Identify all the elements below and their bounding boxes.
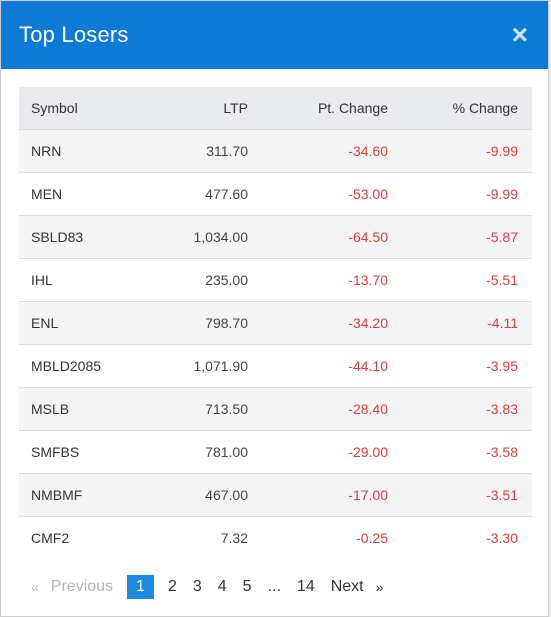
page-link-1[interactable]: 1 bbox=[127, 574, 154, 599]
cell-ltp: 467.00 bbox=[205, 486, 248, 503]
table-row[interactable]: NMBMF 467.00 -17.00 -3.51 bbox=[19, 473, 532, 516]
cell-symbol: MEN bbox=[31, 185, 63, 202]
cell-ltp: 235.00 bbox=[205, 271, 248, 288]
cell-ltp: 781.00 bbox=[205, 443, 248, 460]
cell-symbol: ENL bbox=[31, 314, 59, 331]
header-symbol: Symbol bbox=[31, 99, 78, 116]
cell-pct-change: -5.87 bbox=[486, 228, 518, 245]
cell-pct-change: -9.99 bbox=[486, 185, 518, 202]
header-pt-change: Pt. Change bbox=[317, 99, 388, 116]
cell-ltp: 1,034.00 bbox=[193, 228, 249, 245]
losers-table-wrapper: Symbol LTP Pt. Change % Change NRN 311.70… bbox=[19, 87, 532, 559]
header-pct-change: % Change bbox=[452, 99, 518, 116]
cell-pt-change: -53.00 bbox=[348, 185, 388, 202]
cell-symbol: CMF2 bbox=[31, 529, 70, 546]
cell-ltp: 7.32 bbox=[220, 529, 248, 546]
table-row[interactable]: SMFBS 781.00 -29.00 -3.58 bbox=[19, 430, 532, 473]
cell-pct-change: -3.95 bbox=[486, 357, 518, 374]
cell-pt-change: -34.20 bbox=[348, 314, 388, 331]
previous-page-link: Previous bbox=[50, 577, 114, 595]
cell-pct-change: -4.11 bbox=[487, 314, 518, 331]
cell-pt-change: -34.60 bbox=[348, 142, 388, 159]
cell-ltp: 713.50 bbox=[205, 400, 248, 417]
cell-pt-change: -0.25 bbox=[356, 529, 388, 546]
page-link-14[interactable]: 14 bbox=[296, 577, 315, 595]
cell-ltp: 798.70 bbox=[205, 314, 248, 331]
cell-ltp: 1,071.90 bbox=[193, 357, 249, 374]
table-row[interactable]: IHL 235.00 -13.70 -5.51 bbox=[19, 258, 532, 301]
cell-symbol: NRN bbox=[31, 142, 62, 159]
page-link-3[interactable]: 3 bbox=[192, 577, 202, 595]
modal-title: Top Losers bbox=[19, 22, 129, 47]
modal-header: Top Losers × bbox=[1, 1, 548, 69]
cell-ltp: 311.70 bbox=[206, 142, 248, 159]
cell-symbol: NMBMF bbox=[31, 486, 83, 503]
page-link-2[interactable]: 2 bbox=[167, 577, 177, 595]
cell-symbol: SMFBS bbox=[31, 443, 80, 460]
cell-pt-change: -64.50 bbox=[348, 228, 388, 245]
cell-pt-change: -13.70 bbox=[348, 271, 388, 288]
table-row[interactable]: MEN 477.60 -53.00 -9.99 bbox=[19, 172, 532, 215]
table-header-row: Symbol LTP Pt. Change % Change bbox=[19, 87, 532, 129]
previous-arrow-icon: « bbox=[31, 578, 39, 595]
pagination-ellipsis: ... bbox=[267, 577, 281, 595]
cell-symbol: MSLB bbox=[31, 400, 70, 417]
cell-pt-change: -44.10 bbox=[348, 357, 388, 374]
cell-ltp: 477.60 bbox=[205, 185, 248, 202]
table-body: NRN 311.70 -34.60 -9.99 MEN 477.60 -53.00 -9.99… bbox=[19, 129, 532, 559]
next-arrow-icon[interactable]: » bbox=[375, 578, 384, 595]
cell-pct-change: -9.99 bbox=[486, 142, 518, 159]
cell-pct-change: -3.58 bbox=[486, 443, 518, 460]
cell-pct-change: -3.30 bbox=[486, 529, 518, 546]
header-ltp: LTP bbox=[223, 99, 248, 116]
cell-symbol: IHL bbox=[31, 271, 53, 288]
cell-pct-change: -3.83 bbox=[486, 400, 518, 417]
table-row[interactable]: MSLB 713.50 -28.40 -3.83 bbox=[19, 387, 532, 430]
cell-pt-change: -28.40 bbox=[348, 400, 388, 417]
next-page-link[interactable]: Next bbox=[330, 577, 364, 595]
cell-symbol: SBLD83 bbox=[31, 228, 84, 245]
cell-pct-change: -3.51 bbox=[486, 486, 518, 503]
cell-pt-change: -29.00 bbox=[348, 443, 388, 460]
cell-pct-change: -5.51 bbox=[486, 271, 518, 288]
page-link-4[interactable]: 4 bbox=[217, 577, 227, 595]
losers-table: Symbol LTP Pt. Change % Change NRN 311.70… bbox=[19, 87, 532, 559]
cell-symbol: MBLD2085 bbox=[31, 357, 102, 374]
table-row[interactable]: ENL 798.70 -34.20 -4.11 bbox=[19, 301, 532, 344]
table-row[interactable]: SBLD83 1,034.00 -64.50 -5.87 bbox=[19, 215, 532, 258]
page-link-5[interactable]: 5 bbox=[242, 577, 252, 595]
close-icon[interactable]: × bbox=[511, 19, 528, 50]
table-row[interactable]: MBLD2085 1,071.90 -44.10 -3.95 bbox=[19, 344, 532, 387]
table-row[interactable]: CMF2 7.32 -0.25 -3.30 bbox=[19, 516, 532, 559]
table-row[interactable]: NRN 311.70 -34.60 -9.99 bbox=[19, 129, 532, 172]
pagination: « Previous 1 2 3 4 5 ... 14 Next » bbox=[27, 574, 387, 599]
cell-pt-change: -17.00 bbox=[348, 486, 388, 503]
